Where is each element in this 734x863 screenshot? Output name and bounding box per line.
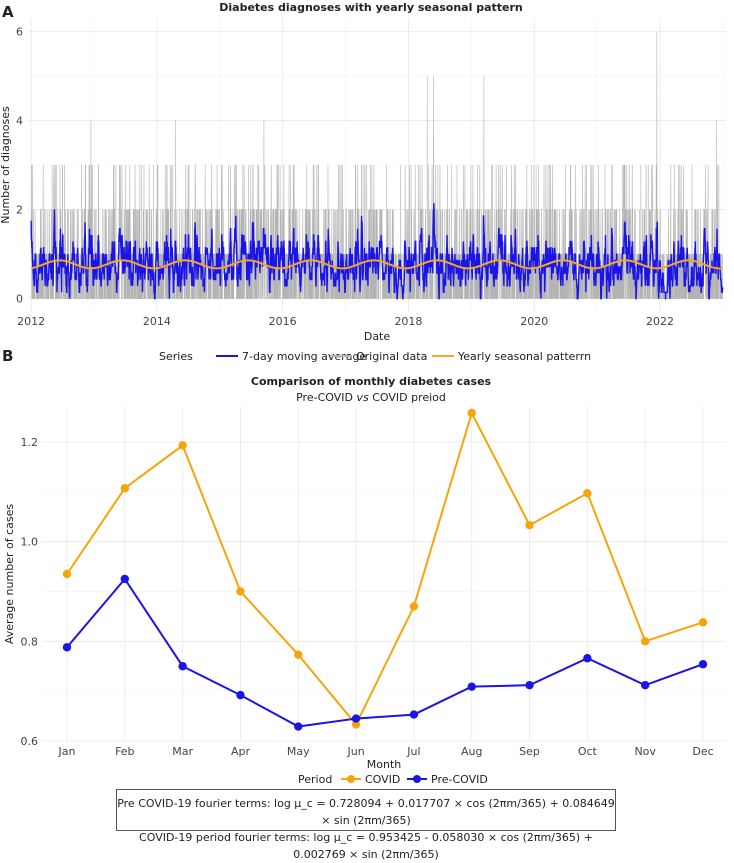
legend-label: Pre-COVID bbox=[431, 773, 488, 786]
fourier-line-covid: COVID-19 period fourier terms: log μ_c =… bbox=[139, 831, 593, 861]
series-line-pre-covid bbox=[66, 577, 704, 728]
x-tick-label: Apr bbox=[231, 745, 251, 758]
data-point-pre-covid bbox=[351, 714, 361, 723]
data-point-covid bbox=[178, 441, 187, 450]
y-tick-label: 4 bbox=[16, 114, 23, 127]
data-point-covid bbox=[409, 602, 419, 611]
x-tick-label: Mar bbox=[172, 745, 193, 758]
legend-label: 7-day moving average bbox=[242, 350, 366, 363]
panel-a-title: Diabetes diagnoses with yearly seasonal … bbox=[219, 1, 523, 14]
y-axis-label: Average number of cases bbox=[3, 504, 16, 644]
moving-average-line bbox=[30, 203, 724, 300]
x-tick-label: Jun bbox=[346, 745, 364, 758]
x-axis-label: Month bbox=[367, 758, 402, 771]
panel-a-letter: A bbox=[2, 3, 14, 21]
x-tick-label: Jan bbox=[58, 745, 76, 758]
data-point-pre-covid bbox=[583, 654, 592, 663]
data-point-pre-covid bbox=[120, 574, 130, 584]
y-tick-label: 0.8 bbox=[21, 635, 39, 648]
panel-b-series bbox=[62, 408, 708, 731]
seasonal-pattern-line bbox=[31, 259, 723, 270]
x-axis-label: Date bbox=[364, 330, 391, 343]
x-tick-label: Oct bbox=[578, 745, 598, 758]
legend-marker bbox=[347, 775, 355, 783]
panel-b-title: Comparison of monthly diabetes cases bbox=[251, 375, 492, 388]
y-tick-label: 0 bbox=[16, 293, 23, 306]
data-point-pre-covid bbox=[236, 690, 245, 700]
legend-label: COVID bbox=[365, 773, 400, 786]
panel-b-subtitle: Pre-COVID vs COVID preiod bbox=[296, 391, 446, 404]
panel-b-axis-labels: Month Average number of cases bbox=[3, 504, 401, 771]
x-tick-label: Feb bbox=[115, 745, 134, 758]
fourier-line-pre-covid: Pre COVID-19 fourier terms: log μ_c = 0.… bbox=[117, 797, 615, 827]
data-point-covid bbox=[525, 520, 534, 530]
x-tick-label: May bbox=[287, 745, 310, 758]
x-tick-label: 2016 bbox=[269, 315, 297, 328]
x-tick-label: 2012 bbox=[17, 315, 45, 328]
data-point-pre-covid bbox=[698, 660, 708, 669]
y-tick-label: 1.2 bbox=[21, 436, 39, 449]
x-tick-label: Sep bbox=[519, 745, 540, 758]
figure-canvas: A Diabetes diagnoses with yearly seasona… bbox=[0, 1, 726, 786]
legend-label: Yearly seasonal patterrn bbox=[457, 350, 591, 363]
panel-b-legend: Period COVID Pre-COVID bbox=[298, 773, 488, 786]
data-point-pre-covid bbox=[640, 680, 650, 690]
data-point-covid bbox=[583, 489, 592, 498]
data-point-pre-covid bbox=[294, 722, 303, 731]
data-point-covid bbox=[120, 484, 130, 493]
y-tick-label: 6 bbox=[16, 25, 23, 38]
panel-a-ticks: 2012 2014 2016 2018 2020 2022 0 2 4 6 bbox=[16, 25, 674, 328]
data-point-covid bbox=[698, 618, 708, 627]
data-point-covid bbox=[467, 408, 476, 418]
x-tick-label: Jul bbox=[406, 745, 420, 758]
data-point-pre-covid bbox=[178, 662, 187, 671]
data-point-covid bbox=[62, 569, 72, 579]
fourier-terms-box: Pre COVID-19 fourier terms: log μ_c = 0.… bbox=[116, 789, 616, 861]
x-tick-label: 2022 bbox=[646, 315, 674, 328]
x-tick-label: Aug bbox=[461, 745, 482, 758]
subtitle-pre: Pre-COVID bbox=[296, 391, 356, 404]
data-point-pre-covid bbox=[62, 643, 72, 652]
data-point-covid bbox=[351, 720, 361, 729]
series-line-covid bbox=[66, 410, 704, 727]
panel-a-axis-labels: Date Number of diagnoses bbox=[0, 106, 390, 343]
x-tick-label: 2014 bbox=[143, 315, 171, 328]
panel-a-moving-average-series bbox=[30, 203, 724, 300]
x-tick-label: 2020 bbox=[520, 315, 548, 328]
y-tick-label: 0.6 bbox=[21, 735, 39, 748]
legend-marker bbox=[413, 775, 421, 783]
subtitle-vs: vs bbox=[356, 391, 369, 404]
panel-a-seasonal-series bbox=[31, 259, 723, 270]
y-tick-label: 2 bbox=[16, 204, 23, 217]
subtitle-post: COVID preiod bbox=[369, 391, 446, 404]
data-point-pre-covid bbox=[409, 710, 419, 719]
y-axis-label: Number of diagnoses bbox=[0, 106, 12, 224]
x-tick-label: Nov bbox=[634, 745, 656, 758]
panel-b-letter: B bbox=[2, 347, 13, 365]
data-point-pre-covid bbox=[467, 682, 476, 691]
panel-b-grid bbox=[42, 407, 726, 742]
data-point-pre-covid bbox=[525, 680, 534, 690]
data-point-covid bbox=[294, 650, 303, 659]
legend-title: Period bbox=[298, 773, 332, 786]
legend-label: Original data bbox=[356, 350, 427, 363]
legend-title: Series bbox=[159, 350, 193, 363]
x-tick-label: 2018 bbox=[394, 315, 422, 328]
x-tick-label: Dec bbox=[692, 745, 713, 758]
y-tick-label: 1.0 bbox=[21, 536, 39, 549]
data-point-covid bbox=[640, 637, 650, 646]
panel-b-ticks: Jan Feb Mar Apr May Jun Jul Aug Sep Oct Nov Dec 0.6 0… bbox=[21, 436, 714, 758]
data-point-covid bbox=[236, 587, 245, 596]
